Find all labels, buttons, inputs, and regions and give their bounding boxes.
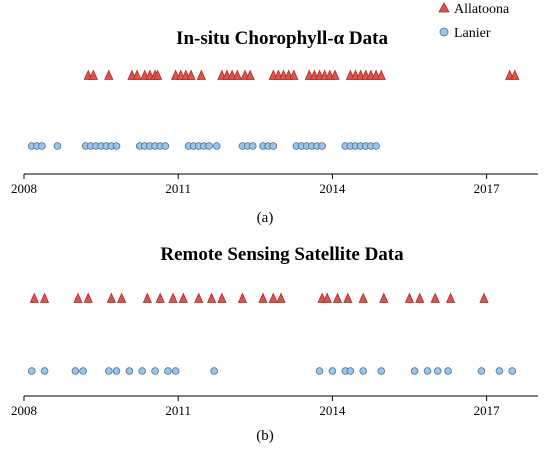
- data-point-allatoona: [415, 292, 425, 303]
- data-point-lanier: [164, 367, 172, 375]
- data-point-allatoona: [88, 69, 99, 80]
- legend-marker-allatoona: [438, 2, 450, 13]
- data-point-allatoona: [194, 292, 204, 303]
- x-tick-label: 2011: [165, 403, 191, 418]
- data-point-allatoona: [332, 292, 343, 303]
- data-point-allatoona: [330, 69, 340, 80]
- legend: Allatoona Lanier: [438, 2, 510, 41]
- data-point-allatoona: [155, 292, 165, 303]
- legend-marker-lanier: [439, 27, 449, 37]
- panel-a: In-situ Chorophyll-α Data 2008 2011 2014 20…: [11, 28, 538, 226]
- data-point-allatoona: [404, 292, 415, 303]
- data-point-allatoona: [276, 292, 286, 303]
- data-point-lanier: [112, 142, 121, 150]
- data-point-allatoona: [83, 292, 93, 303]
- data-point-allatoona: [117, 292, 127, 303]
- data-point-lanier: [40, 367, 49, 375]
- data-point-allatoona: [343, 292, 353, 303]
- data-point-allatoona: [245, 69, 255, 80]
- data-point-allatoona: [106, 292, 116, 303]
- data-point-allatoona: [142, 292, 152, 303]
- data-point-allatoona: [446, 292, 456, 303]
- panel-a-title: In-situ Chorophyll-α Data: [176, 28, 388, 49]
- data-point-allatoona: [430, 292, 440, 303]
- data-point-lanier: [315, 367, 324, 375]
- data-point-lanier: [248, 142, 257, 150]
- x-tick-label: 2008: [11, 181, 37, 196]
- panel-b-title: Remote Sensing Satellite Data: [160, 244, 404, 265]
- data-point-lanier: [423, 367, 432, 375]
- legend-label-lanier: Lanier: [454, 26, 491, 41]
- panel-b: Remote Sensing Satellite Data 2008 2011 20…: [11, 244, 538, 444]
- panel-b-ticks: 2008 2011 2014 2017: [11, 396, 500, 418]
- x-tick-label: 2008: [11, 403, 37, 418]
- legend-label-allatoona: Allatoona: [454, 2, 510, 17]
- data-point-allatoona: [29, 292, 39, 303]
- data-point-allatoona: [358, 292, 368, 303]
- data-point-lanier: [138, 367, 147, 375]
- data-point-allatoona: [258, 292, 268, 303]
- data-point-lanier: [477, 367, 486, 375]
- data-point-allatoona: [168, 292, 178, 303]
- data-point-lanier: [38, 142, 46, 150]
- data-point-lanier: [210, 367, 218, 375]
- data-point-lanier: [269, 142, 278, 150]
- panel-b-label: (b): [256, 428, 274, 444]
- panel-a-label: (a): [257, 210, 274, 226]
- data-point-allatoona: [289, 69, 299, 80]
- data-point-lanier: [151, 367, 159, 375]
- data-point-lanier: [105, 367, 113, 375]
- data-point-lanier: [27, 367, 36, 375]
- data-point-lanier: [171, 367, 180, 375]
- x-tick-label: 2017: [474, 403, 501, 418]
- data-point-allatoona: [153, 69, 163, 80]
- data-point-allatoona: [178, 292, 188, 303]
- panel-a-ticks: 2008 2011 2014 2017: [11, 174, 500, 196]
- data-point-allatoona: [510, 69, 520, 80]
- data-point-lanier: [205, 142, 213, 150]
- data-point-lanier: [112, 367, 121, 375]
- data-point-lanier: [359, 367, 368, 375]
- data-point-lanier: [508, 367, 517, 375]
- data-point-lanier: [79, 367, 87, 375]
- data-point-allatoona: [186, 69, 196, 80]
- data-point-lanier: [212, 142, 221, 150]
- data-point-allatoona: [217, 292, 227, 303]
- data-point-allatoona: [322, 292, 332, 303]
- data-point-lanier: [346, 367, 355, 375]
- data-point-allatoona: [237, 292, 248, 303]
- data-point-lanier: [125, 367, 134, 375]
- data-point-lanier: [377, 367, 386, 375]
- data-point-lanier: [444, 367, 452, 375]
- panel-b-marks: [27, 292, 517, 375]
- data-point-allatoona: [104, 69, 114, 80]
- x-tick-label: 2014: [319, 181, 346, 196]
- data-point-allatoona: [132, 69, 142, 80]
- data-point-allatoona: [479, 292, 489, 303]
- data-point-lanier: [71, 367, 80, 375]
- data-point-lanier: [318, 142, 326, 150]
- x-tick-label: 2011: [165, 181, 191, 196]
- x-tick-label: 2014: [319, 403, 346, 418]
- data-point-lanier: [328, 367, 337, 375]
- data-point-allatoona: [39, 292, 50, 303]
- data-point-lanier: [433, 367, 442, 375]
- x-tick-label: 2017: [474, 181, 501, 196]
- data-point-allatoona: [379, 292, 389, 303]
- panel-a-marks: [27, 69, 520, 150]
- data-point-lanier: [410, 367, 419, 375]
- data-point-lanier: [372, 142, 380, 150]
- data-point-allatoona: [206, 292, 217, 303]
- data-point-allatoona: [376, 69, 386, 80]
- data-point-allatoona: [232, 69, 242, 80]
- data-point-lanier: [53, 142, 62, 150]
- data-point-allatoona: [268, 292, 278, 303]
- data-point-lanier: [161, 142, 170, 150]
- data-point-allatoona: [196, 69, 206, 80]
- data-point-lanier: [495, 367, 504, 375]
- data-point-allatoona: [73, 292, 83, 303]
